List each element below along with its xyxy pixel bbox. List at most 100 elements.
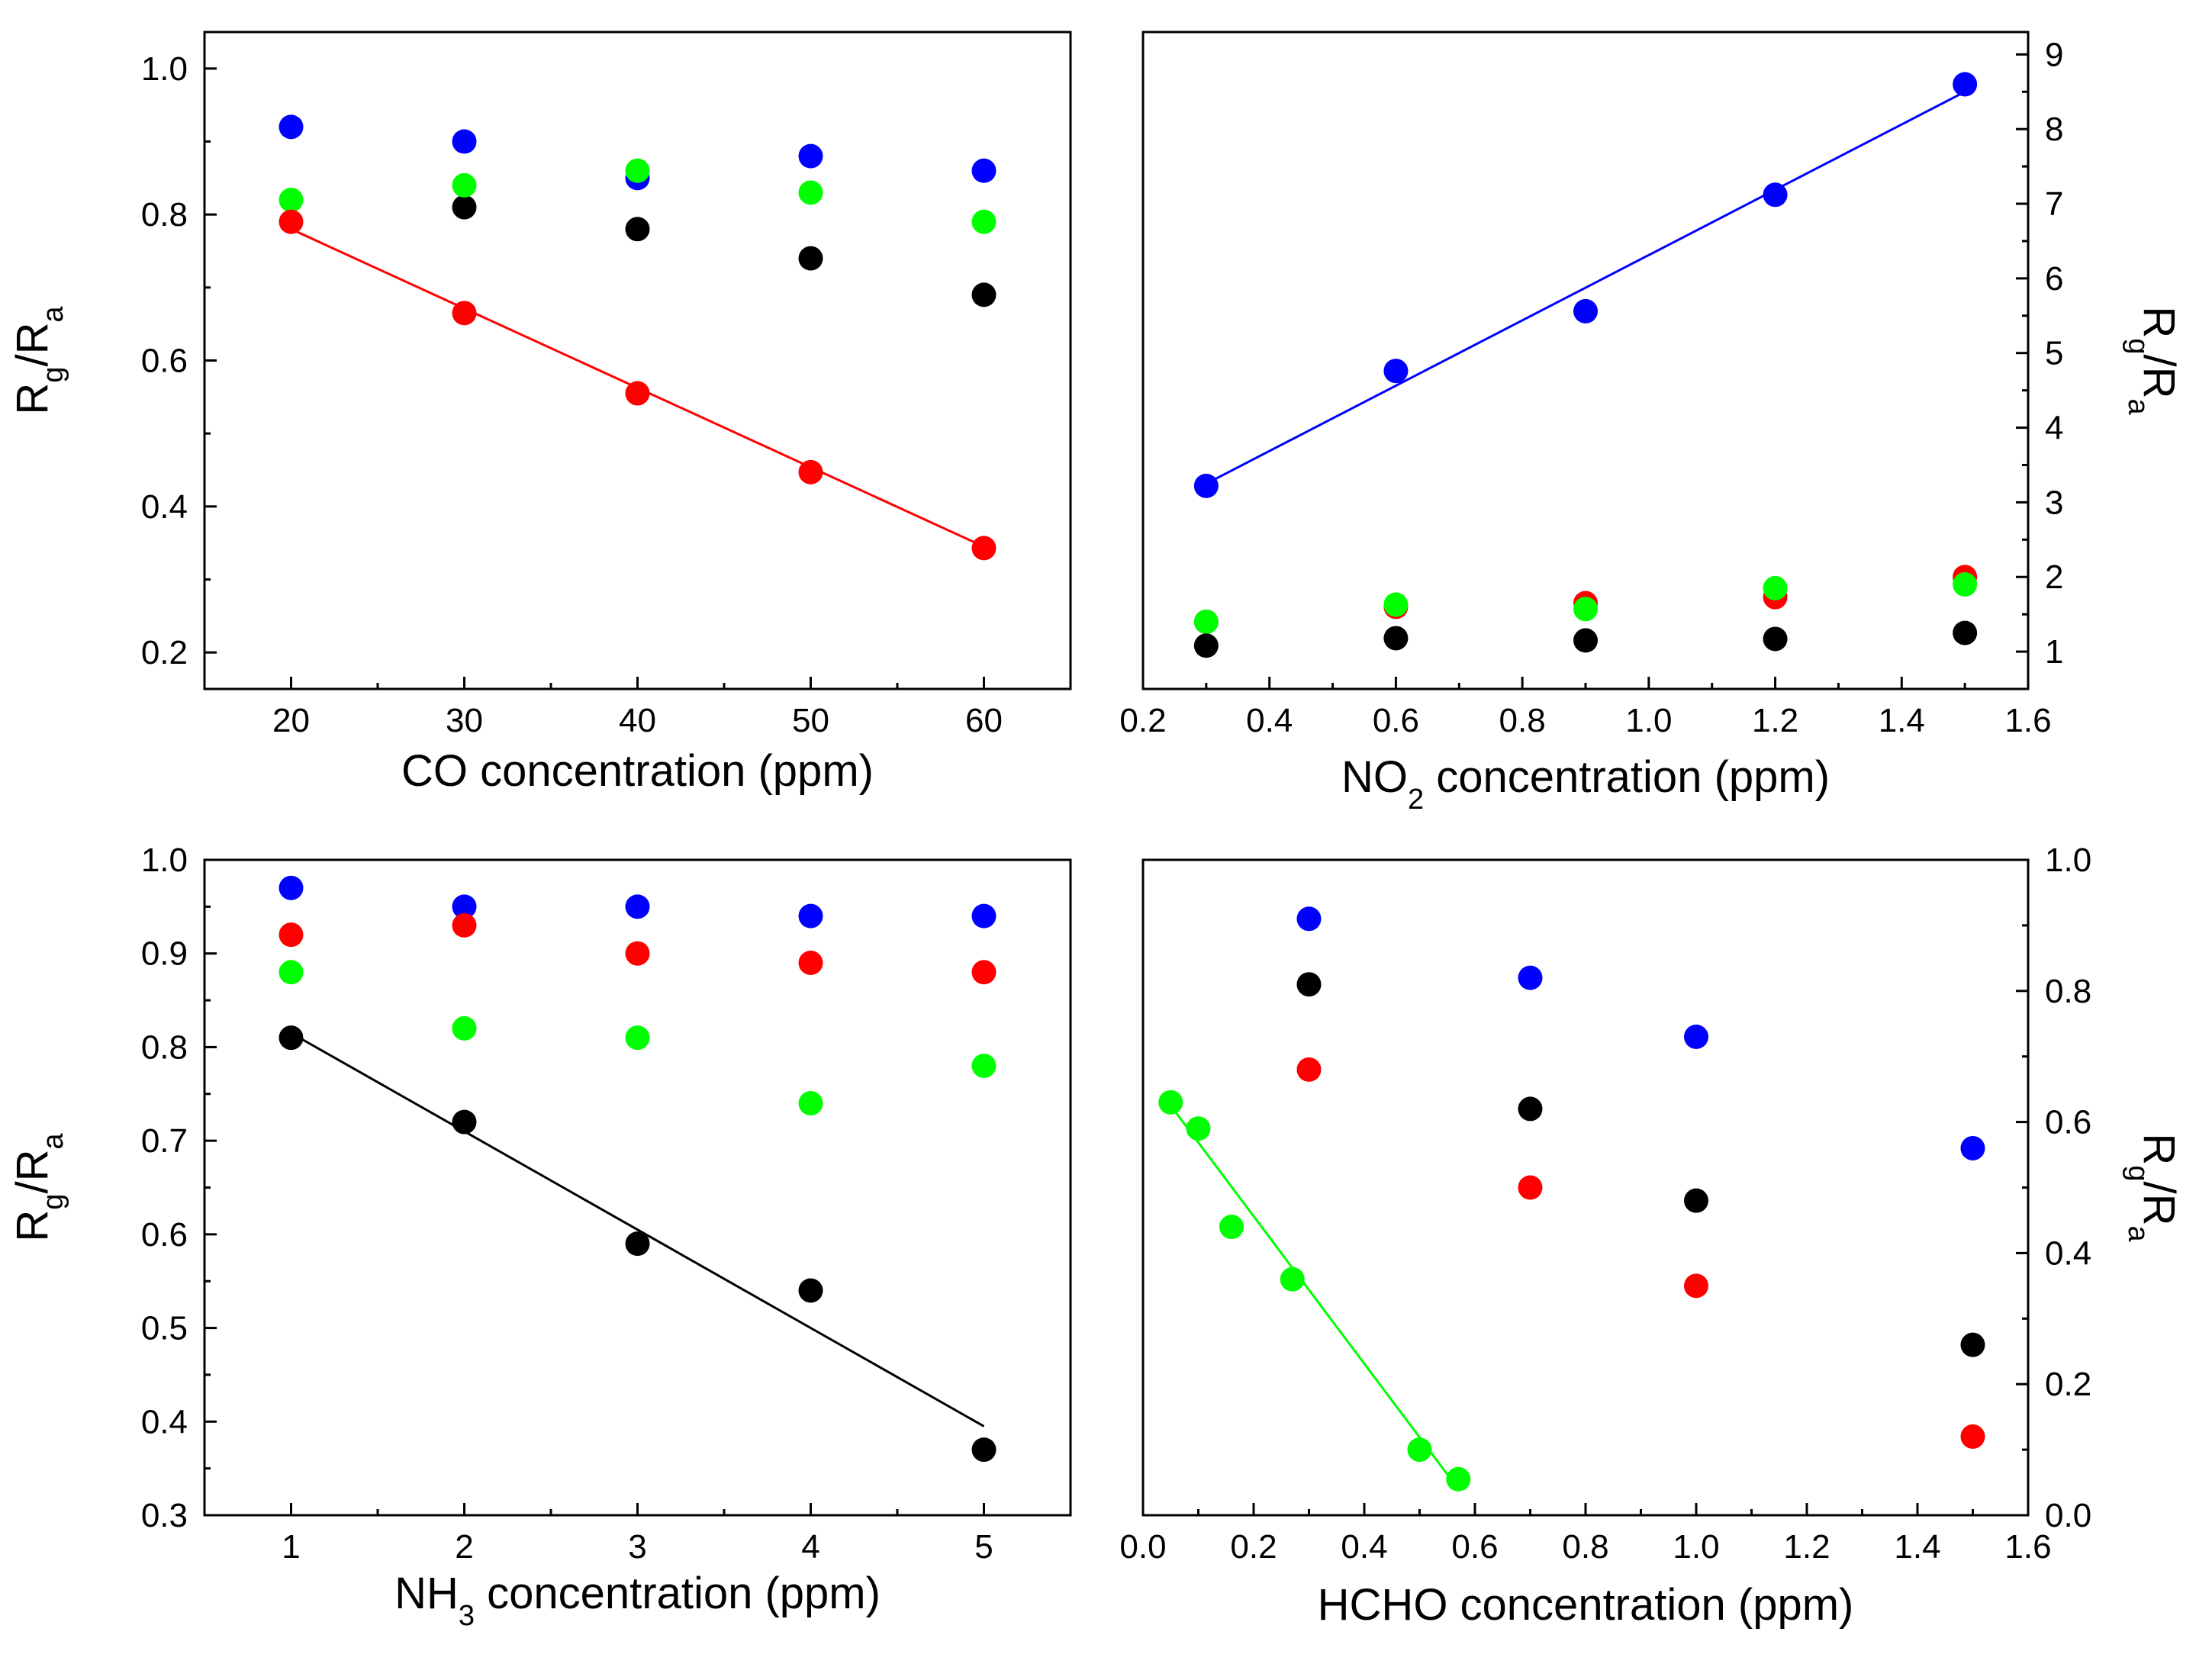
co-point-blue: [279, 114, 304, 140]
co-point-green: [279, 188, 304, 213]
co-point-black: [452, 195, 477, 220]
no2-x-title-part: concentration (ppm): [1424, 752, 1830, 802]
nh3-point-blue: [798, 903, 823, 929]
co-point-green: [625, 158, 650, 183]
co-point-green: [452, 172, 477, 198]
co-y-tick-label: 0.4: [141, 488, 188, 526]
nh3-y-title-part: /R: [8, 1150, 57, 1194]
co-y-title-part: a: [37, 306, 69, 323]
no2-y-tick-label: 9: [2045, 36, 2063, 73]
co-x-axis-title: CO concentration (ppm): [401, 746, 874, 796]
no2-x-tick-label: 1.0: [1625, 702, 1672, 739]
nh3-point-green: [452, 1015, 477, 1041]
hcho-x-title-part: HCHO concentration (ppm): [1318, 1580, 1854, 1630]
hcho-x-tick-label: 1.4: [1894, 1528, 1940, 1566]
hcho-point-black: [1518, 1096, 1543, 1122]
hcho-point-green: [1219, 1215, 1244, 1240]
hcho-fit-line: [1170, 1105, 1460, 1490]
no2-x-tick-label: 1.6: [2004, 702, 2051, 739]
no2-y-tick-label: 8: [2045, 111, 2063, 148]
no2-y-title-part: g: [2122, 338, 2154, 354]
no2-point-black: [1383, 626, 1409, 651]
no2-plot-frame: [1141, 31, 2030, 690]
nh3-point-black: [625, 1231, 650, 1257]
nh3-point-red: [279, 922, 304, 948]
no2-point-black: [1763, 626, 1788, 652]
hcho-y-tick-label: 0.6: [2045, 1104, 2091, 1141]
no2-y-tick-label: 6: [2045, 260, 2063, 298]
co-y-title-part: g: [37, 367, 69, 383]
panel-co: 20 30 40 50 60 0.2 0.4 0.6 0.8 1.0 CO concentratio…: [8, 31, 1072, 796]
no2-point-green: [1383, 592, 1409, 617]
nh3-point-green: [798, 1091, 823, 1116]
nh3-y-title-part: g: [37, 1194, 69, 1210]
hcho-point-green: [1446, 1466, 1471, 1492]
nh3-y-tick-label: 0.3: [141, 1497, 188, 1534]
no2-point-blue: [1573, 298, 1598, 323]
co-point-green: [971, 209, 997, 234]
co-point-black: [798, 246, 823, 271]
nh3-x-title-part: NH: [394, 1569, 459, 1618]
no2-x-tick-label: 1.4: [1879, 702, 1925, 739]
hcho-point-green: [1186, 1116, 1211, 1141]
no2-y-axis-title: Rg/Ra: [2122, 306, 2184, 415]
no2-point-blue: [1383, 359, 1409, 384]
hcho-y-tick-label: 1.0: [2045, 842, 2091, 879]
hcho-x-tick-label: 1.0: [1673, 1528, 1719, 1566]
nh3-x-tick-label: 5: [974, 1528, 993, 1566]
co-y-title-part: /R: [8, 323, 57, 367]
nh3-x-tick-label: 1: [282, 1528, 300, 1566]
nh3-point-black: [279, 1025, 304, 1051]
nh3-y-title-part: R: [8, 1210, 57, 1242]
co-x-tick-label: 60: [965, 702, 1003, 739]
nh3-y-tick-label: 0.7: [141, 1122, 188, 1160]
co-point-blue: [452, 129, 477, 154]
co-point-red: [452, 301, 477, 326]
no2-x-title-part: NO: [1341, 752, 1408, 802]
nh3-y-axis-title: Rg/Ra: [8, 1133, 69, 1242]
nh3-y-tick-label: 0.4: [141, 1403, 188, 1440]
no2-x-tick-label: 0.8: [1499, 702, 1546, 739]
hcho-point-black: [1296, 972, 1322, 997]
nh3-x-title-part: 3: [459, 1600, 475, 1632]
hcho-y-title-part: g: [2122, 1165, 2154, 1181]
co-point-green: [798, 180, 823, 205]
nh3-point-green: [625, 1025, 650, 1051]
nh3-x-tick-label: 4: [801, 1528, 819, 1566]
nh3-y-title-part: a: [37, 1133, 69, 1150]
hcho-y-axis-title: Rg/Ra: [2122, 1133, 2184, 1242]
co-x-tick-label: 40: [619, 702, 656, 739]
co-y-tick-label: 1.0: [141, 50, 188, 88]
co-x-tick-label: 30: [446, 702, 483, 739]
nh3-point-black: [971, 1437, 997, 1463]
hcho-x-tick-label: 0.0: [1119, 1528, 1166, 1566]
no2-x-title-part: 2: [1408, 784, 1424, 816]
no2-y-title-part: a: [2122, 398, 2154, 415]
hcho-y-title-part: a: [2122, 1225, 2154, 1242]
co-y-axis-title: Rg/Ra: [8, 306, 69, 415]
hcho-point-green: [1407, 1437, 1432, 1463]
co-point-red: [798, 459, 823, 484]
co-y-tick-label: 0.6: [141, 343, 188, 380]
no2-point-green: [1763, 575, 1788, 600]
hcho-x-tick-label: 1.6: [2004, 1528, 2051, 1566]
nh3-y-tick-label: 0.9: [141, 935, 188, 973]
hcho-point-black: [1684, 1188, 1708, 1213]
co-point-red: [971, 536, 997, 561]
no2-point-green: [1573, 597, 1598, 622]
hcho-point-blue: [1684, 1024, 1708, 1049]
co-plot-frame: [203, 31, 1072, 690]
hcho-y-title-part: /R: [2134, 1181, 2184, 1225]
co-point-blue: [798, 143, 823, 169]
no2-y-tick-label: 1: [2045, 633, 2063, 671]
hcho-y-tick-label: 0.0: [2045, 1497, 2091, 1534]
nh3-x-tick-label: 2: [455, 1528, 473, 1566]
nh3-point-green: [279, 960, 304, 985]
nh3-point-blue: [452, 894, 477, 919]
no2-y-tick-label: 5: [2045, 335, 2063, 372]
hcho-plot-frame: [1141, 858, 2030, 1517]
hcho-y-tick-label: 0.2: [2045, 1366, 2091, 1403]
